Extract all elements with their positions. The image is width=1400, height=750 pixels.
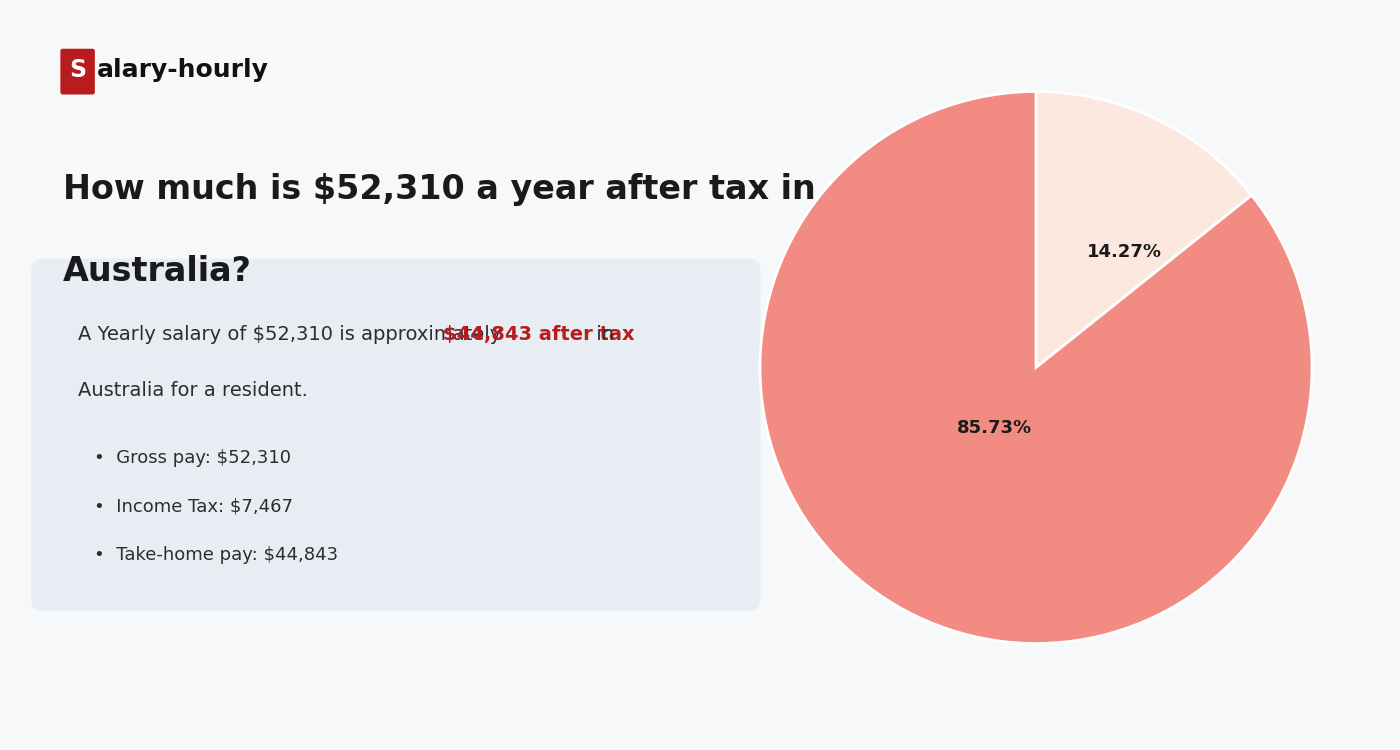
Text: •  Take-home pay: $44,843: • Take-home pay: $44,843: [94, 546, 339, 564]
Text: 85.73%: 85.73%: [958, 419, 1032, 437]
FancyBboxPatch shape: [31, 259, 760, 611]
Text: Australia for a resident.: Australia for a resident.: [78, 381, 308, 400]
Text: alary-hourly: alary-hourly: [97, 58, 269, 82]
Wedge shape: [760, 92, 1312, 644]
Text: Australia?: Australia?: [63, 255, 252, 288]
Text: •  Gross pay: $52,310: • Gross pay: $52,310: [94, 448, 291, 466]
Text: A Yearly salary of $52,310 is approximately: A Yearly salary of $52,310 is approximat…: [78, 325, 508, 344]
Text: $44,843 after tax: $44,843 after tax: [442, 325, 634, 344]
Text: •  Income Tax: $7,467: • Income Tax: $7,467: [94, 497, 293, 515]
Text: S: S: [69, 58, 87, 82]
Text: How much is $52,310 a year after tax in: How much is $52,310 a year after tax in: [63, 172, 815, 206]
Text: 14.27%: 14.27%: [1086, 242, 1162, 260]
FancyBboxPatch shape: [60, 49, 95, 94]
Text: in: in: [591, 325, 615, 344]
Wedge shape: [1036, 92, 1252, 368]
